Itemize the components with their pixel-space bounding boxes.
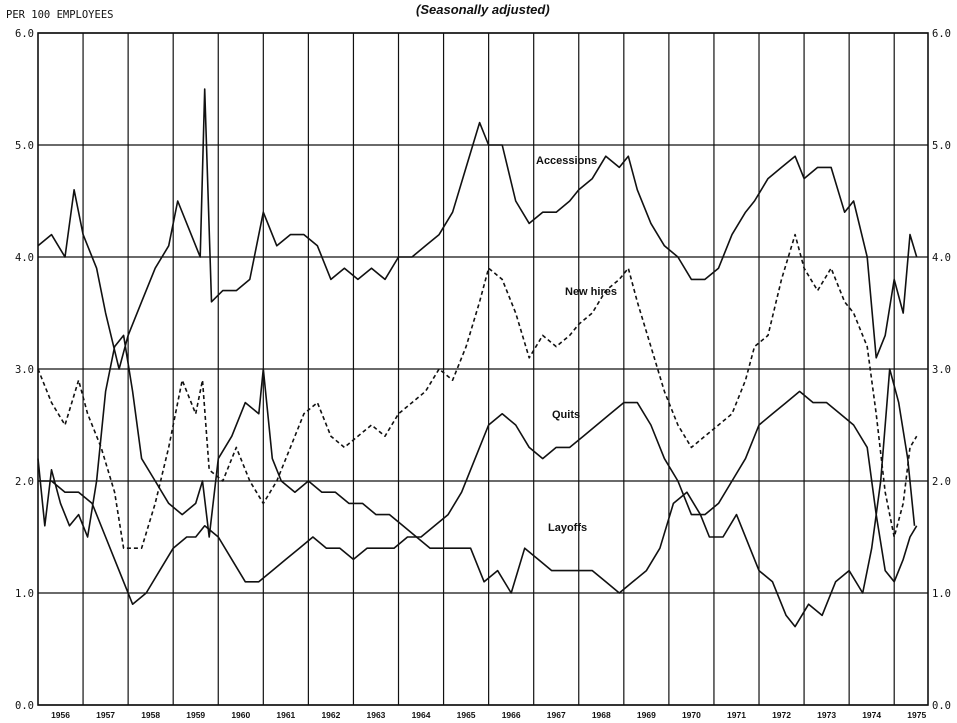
annotation-quits: Quits (552, 409, 580, 421)
y-axis-label: PER 100 EMPLOYEES (6, 9, 113, 21)
series-line-quits (38, 390, 918, 605)
x-tick-label: 1972 (772, 710, 791, 720)
annotation-layoffs: Layoffs (548, 522, 587, 534)
annotation-accessions: Accessions (536, 155, 597, 167)
series-line-new-hires (37, 233, 918, 549)
x-ticks: 1956 1957 1958 1959 1960 1961 1962 1963 1964 1965… (51, 710, 926, 720)
series-group (37, 88, 918, 628)
annotation-new-hires: New hires (565, 286, 617, 298)
series-line-layoffs (37, 334, 916, 628)
x-tick-label: 1973 (817, 710, 836, 720)
y-ticks-left: 0.0 1.0 2.0 3.0 4.0 5.0 6.0 (15, 28, 34, 712)
y-tick-label-right: 2.0 (932, 476, 951, 488)
y-tick-label-right: 0.0 (932, 700, 951, 712)
x-tick-label: 1962 (321, 710, 340, 720)
x-tick-label: 1963 (367, 710, 386, 720)
x-tick-label: 1956 (51, 710, 70, 720)
x-tick-label: 1961 (276, 710, 295, 720)
y-tick-label-left: 3.0 (15, 364, 34, 376)
y-tick-label-left: 4.0 (15, 252, 34, 264)
chart-subtitle: (Seasonally adjusted) (416, 2, 550, 17)
x-tick-label: 1959 (186, 710, 205, 720)
x-tick-label: 1970 (682, 710, 701, 720)
y-tick-label-left: 1.0 (15, 588, 34, 600)
y-tick-label-right: 6.0 (932, 28, 951, 40)
series-line-accessions (37, 88, 918, 370)
x-tick-label: 1967 (547, 710, 566, 720)
y-tick-label-right: 1.0 (932, 588, 951, 600)
y-tick-label-right: 5.0 (932, 140, 951, 152)
grid (37, 32, 929, 706)
x-tick-label: 1971 (727, 710, 746, 720)
x-tick-label: 1965 (457, 710, 476, 720)
x-tick-label: 1960 (231, 710, 250, 720)
x-tick-label: 1974 (862, 710, 881, 720)
y-tick-label-right: 4.0 (932, 252, 951, 264)
y-tick-label-left: 2.0 (15, 476, 34, 488)
y-tick-label-right: 3.0 (932, 364, 951, 376)
x-tick-label: 1969 (637, 710, 656, 720)
y-tick-label-left: 0.0 (15, 700, 34, 712)
x-tick-label: 1958 (141, 710, 160, 720)
y-ticks-right: 0.0 1.0 2.0 3.0 4.0 5.0 6.0 (932, 28, 951, 712)
x-tick-label: 1975 (907, 710, 926, 720)
y-tick-label-left: 6.0 (15, 28, 34, 40)
x-tick-label: 1964 (412, 710, 431, 720)
x-tick-label: 1968 (592, 710, 611, 720)
x-tick-label: 1957 (96, 710, 115, 720)
x-tick-label: 1966 (502, 710, 521, 720)
y-tick-label-left: 5.0 (15, 140, 34, 152)
